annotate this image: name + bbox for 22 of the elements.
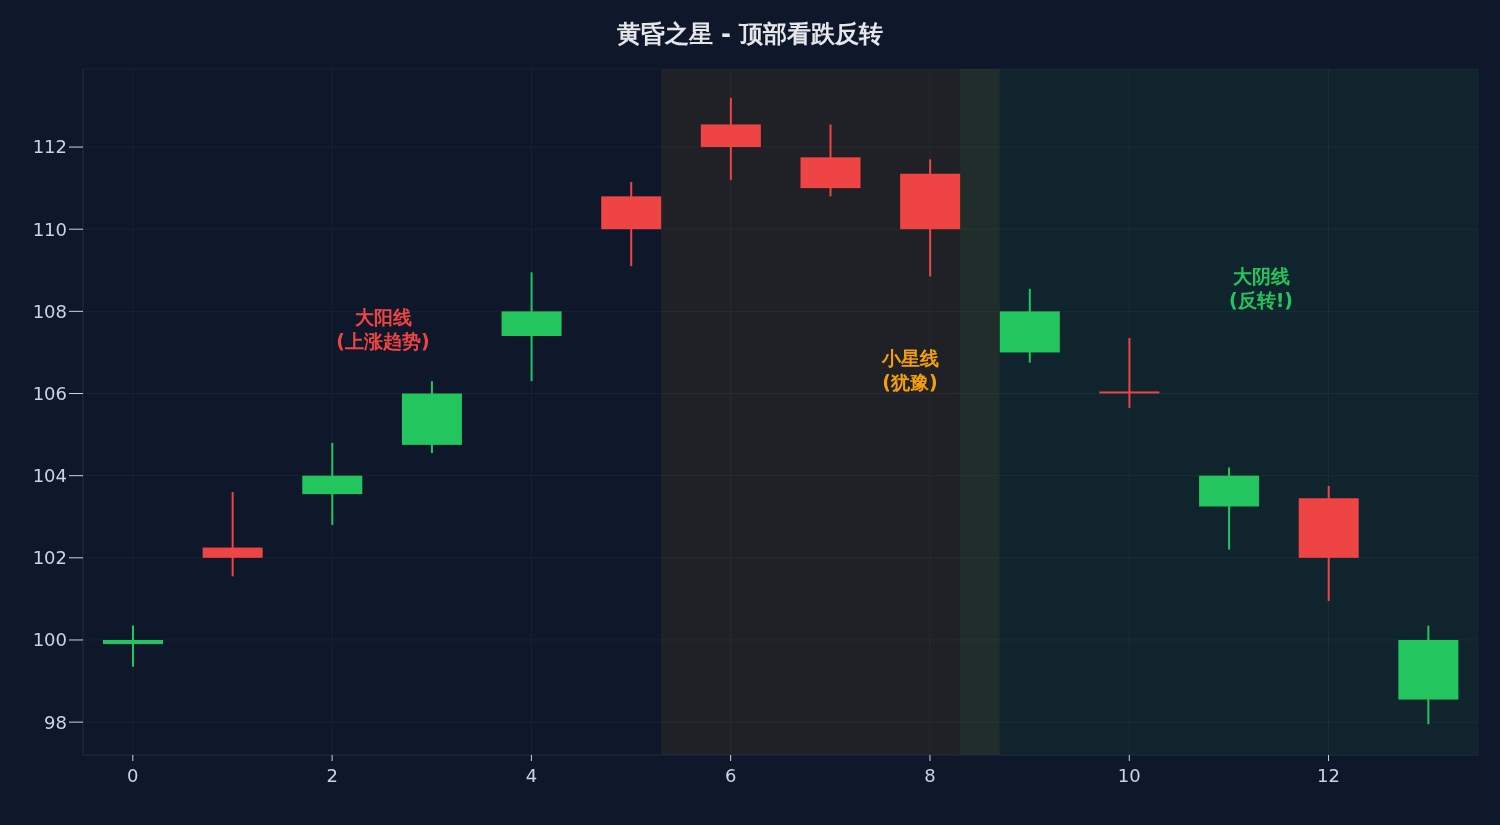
y-tick-label: 98 (44, 711, 67, 733)
x-tick-label: 10 (1117, 764, 1141, 786)
x-tick-label: 2 (326, 764, 338, 786)
y-tick-label: 110 (32, 218, 67, 240)
y-tick-label: 108 (32, 300, 67, 322)
y-tick-label: 104 (32, 465, 67, 487)
x-tick-label: 12 (1317, 764, 1340, 786)
candlestick (1099, 337, 1160, 409)
chart-title: 黄昏之星 - 顶部看跌反转 (615, 19, 885, 50)
y-tick-label: 106 (32, 382, 67, 404)
x-tick-label: 8 (924, 764, 936, 786)
y-tick-label: 102 (32, 547, 67, 569)
x-tick-label: 0 (127, 764, 139, 786)
x-tick-label: 4 (525, 764, 538, 786)
candlestick (103, 624, 163, 668)
y-tick-label: 100 (32, 629, 67, 651)
annotation: 大阳线 (上涨趋势) (335, 305, 431, 353)
annotation: 大阴线 (反转!) (1227, 264, 1294, 312)
candlestick (202, 491, 263, 578)
y-tick-label: 112 (32, 136, 67, 158)
annotation: 小星线 (犹豫) (880, 346, 940, 394)
x-tick-label: 6 (724, 764, 737, 786)
